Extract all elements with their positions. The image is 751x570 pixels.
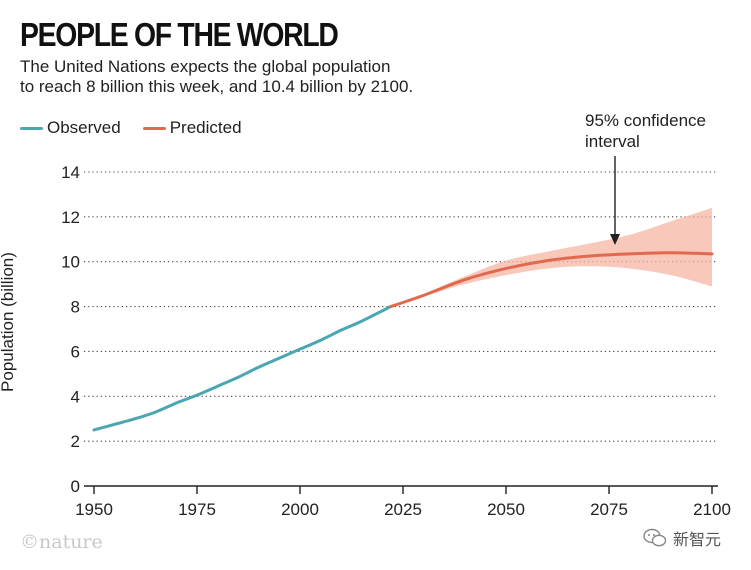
grid-layer	[84, 171, 718, 442]
y-tick-label-12: 12	[61, 208, 80, 227]
subtitle-line-2: to reach 8 billion this week, and 10.4 b…	[20, 77, 414, 96]
watermark: 新智元	[643, 526, 721, 550]
confidence-band	[390, 207, 712, 307]
observed-swatch	[20, 126, 43, 130]
annotation-arrow-head	[610, 234, 620, 245]
x-tick-label-2075: 2075	[590, 500, 628, 519]
legend-label-predicted: Predicted	[169, 118, 242, 137]
legend-label-observed: Observed	[47, 118, 121, 137]
subtitle-line-1: The United Nations expects the global po…	[20, 57, 391, 76]
arrow-layer	[610, 156, 620, 245]
y-tick-label-8: 8	[71, 298, 80, 317]
series-predicted-line	[389, 251, 714, 309]
predicted-swatch	[142, 126, 166, 130]
chart-subtitle: The United Nations expects the global po…	[20, 57, 540, 97]
annotation-line-1: 95% confidence	[585, 111, 706, 130]
annotation-line-2: interval	[585, 132, 640, 151]
line-layer	[92, 251, 714, 432]
chart-title: PEOPLE OF THE WORLD	[20, 16, 339, 53]
legend-item-observed: Observed	[20, 118, 121, 138]
legend-item-predicted: Predicted	[142, 118, 242, 138]
y-tick-label-14: 14	[61, 163, 80, 182]
nature-credit: ©nature	[20, 531, 103, 553]
y-tick-label-6: 6	[71, 342, 80, 361]
y-tick-label-10: 10	[61, 253, 80, 272]
x-tick-label-2025: 2025	[384, 500, 422, 519]
x-tick-label-2100: 2100	[693, 500, 731, 519]
x-tick-label-2000: 2000	[281, 500, 319, 519]
x-tick-label-1950: 1950	[75, 500, 113, 519]
y-tick-label-0: 0	[71, 477, 80, 496]
band-layer	[390, 207, 712, 307]
y-tick-label-2: 2	[71, 432, 80, 451]
axis-layer: 0 2 4 6 8 10 12 14 1950 1975 2000 2025 2050 2075 2100	[61, 163, 731, 519]
x-tick-label-1975: 1975	[178, 500, 216, 519]
y-tick-label-4: 4	[71, 387, 80, 406]
wechat-icon	[643, 528, 667, 547]
confidence-annotation: 95% confidence interval	[585, 110, 706, 152]
legend: Observed Predicted	[20, 118, 242, 138]
x-tick-label-2050: 2050	[487, 500, 525, 519]
watermark-text: 新智元	[673, 532, 722, 549]
series-observed-line	[92, 305, 393, 432]
